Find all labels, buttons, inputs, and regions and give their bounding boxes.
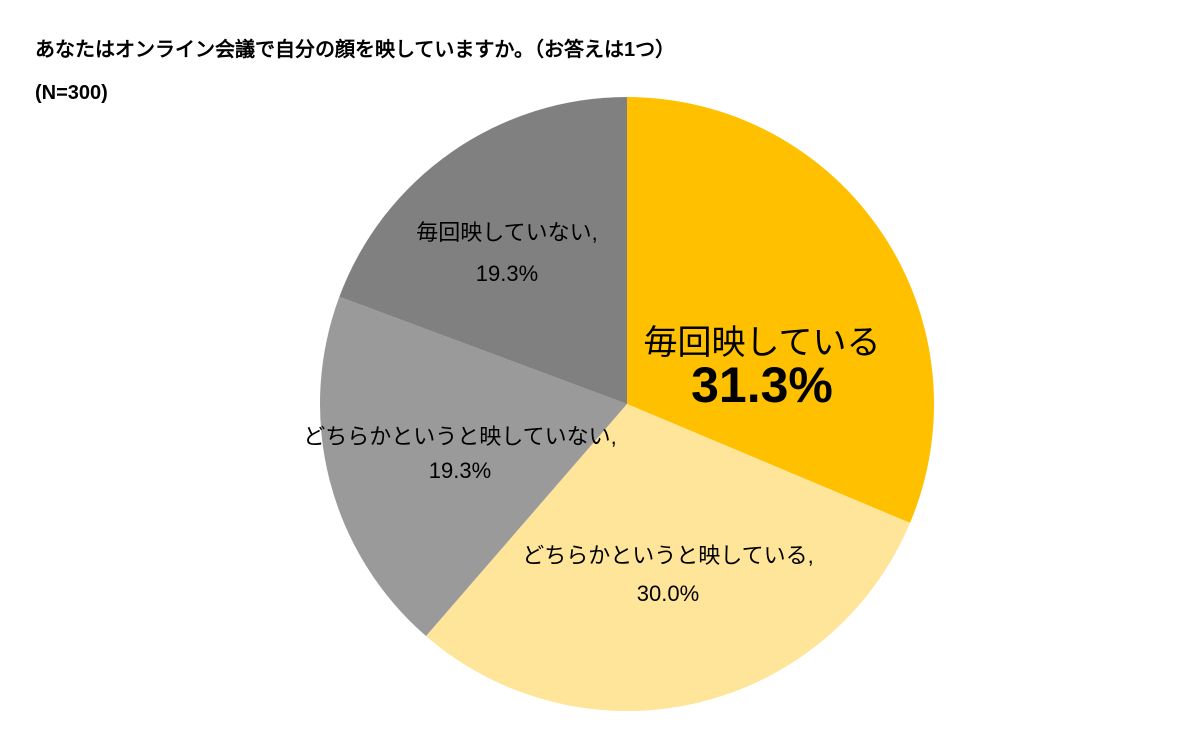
slice-label-value-2: 30.0% — [637, 581, 699, 606]
slice-label-value-3: 19.3% — [429, 458, 491, 483]
slice-label-category-4: 毎回映していない, — [416, 220, 597, 245]
chart-title: あなたはオンライン会議で自分の顔を映していますか。（お答えは1つ） — [35, 39, 676, 61]
pie-slice-2 — [425, 404, 911, 711]
slice-label-category-3: どちらかというと映していない, — [303, 424, 616, 449]
slice-label-category-2: どちらかというと映している, — [522, 543, 813, 568]
slice-label-category-1: 毎回映している — [644, 324, 881, 362]
sample-size-label: (N=300) — [35, 82, 108, 104]
pie-slice-4 — [339, 97, 627, 404]
slice-label-value-1: 31.3% — [691, 357, 833, 413]
slice-label-value-4: 19.3% — [476, 261, 538, 286]
pie-slice-3 — [320, 296, 627, 637]
pie-slice-1 — [627, 97, 935, 523]
